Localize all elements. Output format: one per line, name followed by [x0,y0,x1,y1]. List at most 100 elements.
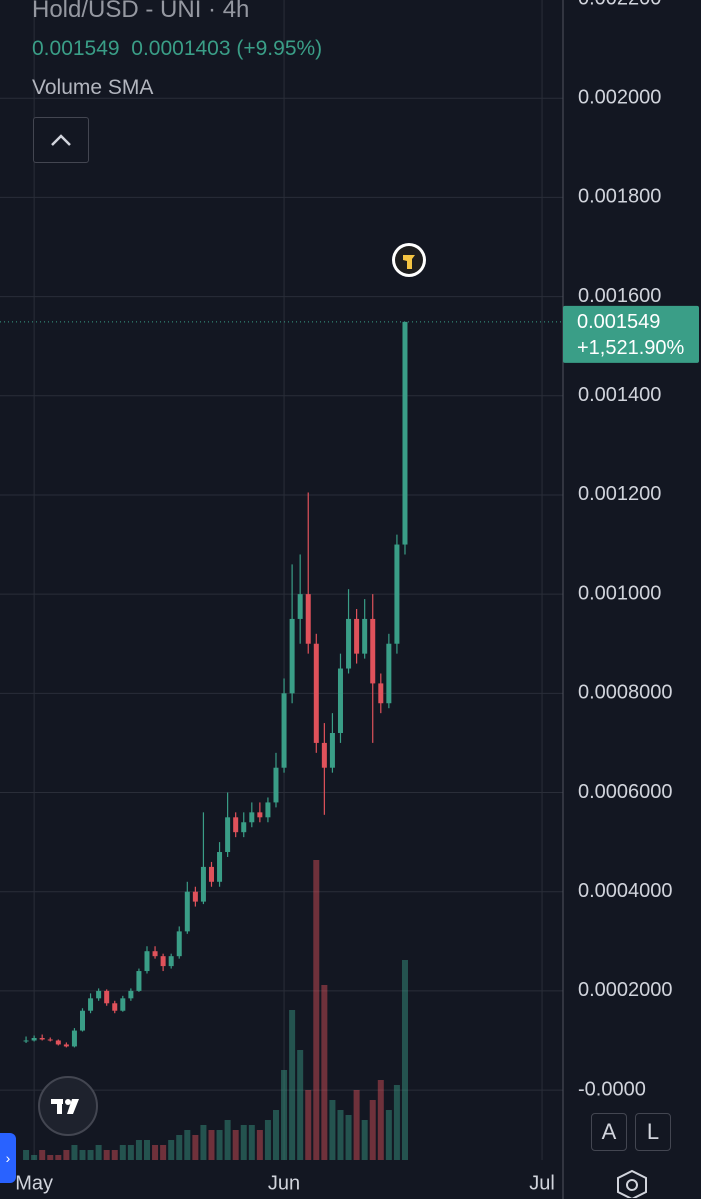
candle-body [378,683,384,704]
x-tick-label: Jul [529,1172,555,1194]
candle-body [168,956,174,967]
volume-bar [47,1155,54,1160]
candle-body [136,971,142,991]
volume-bar [152,1145,159,1160]
side-panel-tab[interactable]: › [0,1133,16,1183]
price-readout: 0.001549 0.0001403 (+9.95%) [32,37,322,61]
volume-bar [224,1120,231,1160]
volume-bar [216,1130,223,1160]
volume-bar [143,1140,150,1160]
candle-body [394,544,400,644]
y-tick-label: 0.002200 [578,0,661,9]
volume-bar [192,1135,199,1160]
candle-body [96,990,102,999]
indicator-label: Volume SMA [32,76,154,99]
candle-body [152,951,158,957]
volume-bar [135,1140,142,1160]
candle-body [112,1003,118,1011]
candle-body [362,618,368,654]
volume-bar [71,1145,78,1160]
last-price-box [563,305,699,363]
last-price: 0.001549 [32,37,120,60]
volume-bar [111,1150,118,1160]
volume-bar [256,1130,263,1160]
candle-body [192,891,198,902]
log-scale-button[interactable]: L [635,1113,671,1151]
volume-bar [87,1150,94,1160]
volume-bar [23,1150,30,1160]
volume-bar [264,1120,271,1160]
volume-bar [79,1150,86,1160]
candle-body [144,951,150,972]
candle-body [31,1037,37,1041]
volume-bar [272,1110,279,1160]
volume-bar [361,1120,368,1160]
y-tick-label: 0.001400 [578,384,661,406]
candle-body [233,817,239,833]
candle-body [346,618,352,669]
candle-body [305,594,311,644]
collapse-button[interactable] [33,117,89,163]
volume-bar [305,1090,312,1160]
auto-scale-button[interactable]: A [591,1113,627,1151]
price-change: 0.0001403 (+9.95%) [131,37,323,60]
volume-bar [95,1145,102,1160]
volume-bar [103,1150,110,1160]
candle-body [281,693,287,768]
y-tick-label: 0.002000 [578,86,661,108]
volume-bar [337,1110,344,1160]
volume-bar [329,1100,336,1160]
candle-body [160,956,166,967]
event-marker[interactable] [390,241,430,281]
candle-body [23,1040,29,1042]
candle-body [120,998,126,1011]
candle-body [47,1039,53,1041]
candle-body [225,817,231,853]
y-tick-label: 0.0004000 [578,880,673,902]
volume-bar [168,1140,175,1160]
candle-body [313,643,319,743]
volume-bar [232,1130,239,1160]
candle-body [128,990,134,999]
volume-bar [127,1145,134,1160]
volume-bar [208,1130,215,1160]
volume-bar [176,1135,183,1160]
volume-bar [184,1130,191,1160]
candle-body [386,643,392,704]
candle-body [241,822,247,833]
volume-bar [401,960,408,1160]
candle-body [176,931,182,957]
volume-bar [281,1070,288,1160]
volume-bar [289,1010,296,1160]
candle-body [297,594,303,619]
candle-body [39,1037,45,1040]
volume-bar [119,1145,126,1160]
candle-body [104,990,110,1004]
candle-body [249,812,255,823]
y-tick-label: 0.001200 [578,483,661,505]
chart-title: Hold/USD - UNI · 4h [32,0,250,23]
y-tick-label: 0.0002000 [578,979,673,1001]
volume-bar [248,1125,255,1160]
candle-body [79,1010,85,1031]
candle-body [265,802,271,818]
volume-bar [393,1085,400,1160]
candle-body [63,1044,69,1047]
y-tick-label: 0.001800 [578,186,661,208]
x-tick-label: May [15,1172,53,1194]
volume-bar [240,1125,247,1160]
candle-body [273,767,279,803]
tradingview-logo [38,1076,98,1136]
candle-body [321,742,327,768]
last-price-change: +1,521.90% [577,337,685,359]
last-price-label: 0.001549 [577,311,660,333]
y-tick-label: 0.001000 [578,582,661,604]
volume-bar [377,1080,384,1160]
caret-icon [51,134,71,146]
volume-bar [313,860,320,1160]
volume-bar [297,1050,304,1160]
volume-bar [353,1090,360,1160]
volume-bar [369,1100,376,1160]
settings-icon[interactable] [612,1168,652,1198]
candle-body [370,618,376,684]
